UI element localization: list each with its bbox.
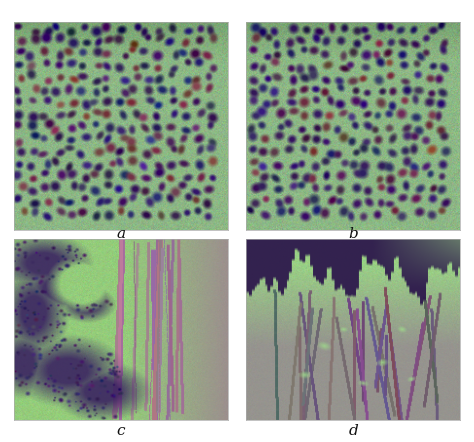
Text: b: b (348, 227, 358, 241)
Text: d: d (348, 423, 358, 438)
Text: a: a (116, 227, 126, 241)
Text: c: c (117, 423, 125, 438)
